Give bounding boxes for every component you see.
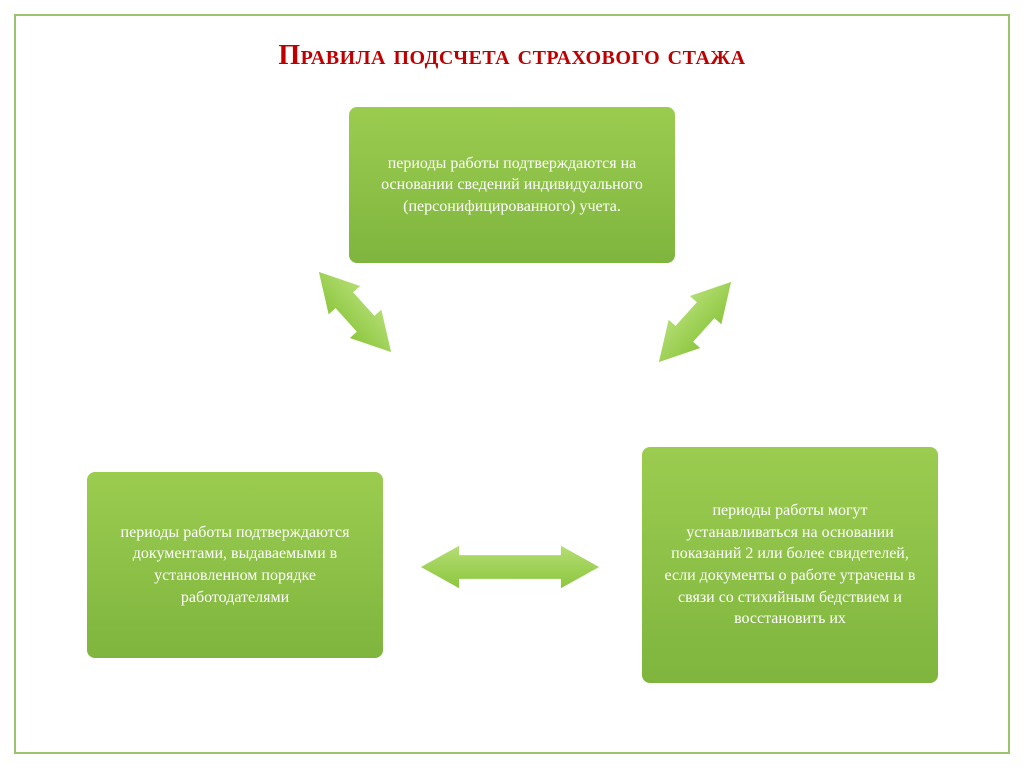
box-left-text: периоды работы подтверждаются документам… [105, 522, 365, 608]
page-title: Правила подсчета страхового стажа [0, 40, 1024, 72]
box-top: периоды работы подтверждаются на основан… [347, 105, 677, 265]
box-right: периоды работы могут устанавливаться на … [640, 445, 940, 685]
box-top-text: периоды работы подтверждаются на основан… [367, 153, 657, 218]
box-right-text: периоды работы могут устанавливаться на … [660, 500, 920, 630]
arrow-bottom [420, 545, 600, 589]
box-left: периоды работы подтверждаются документам… [85, 470, 385, 660]
